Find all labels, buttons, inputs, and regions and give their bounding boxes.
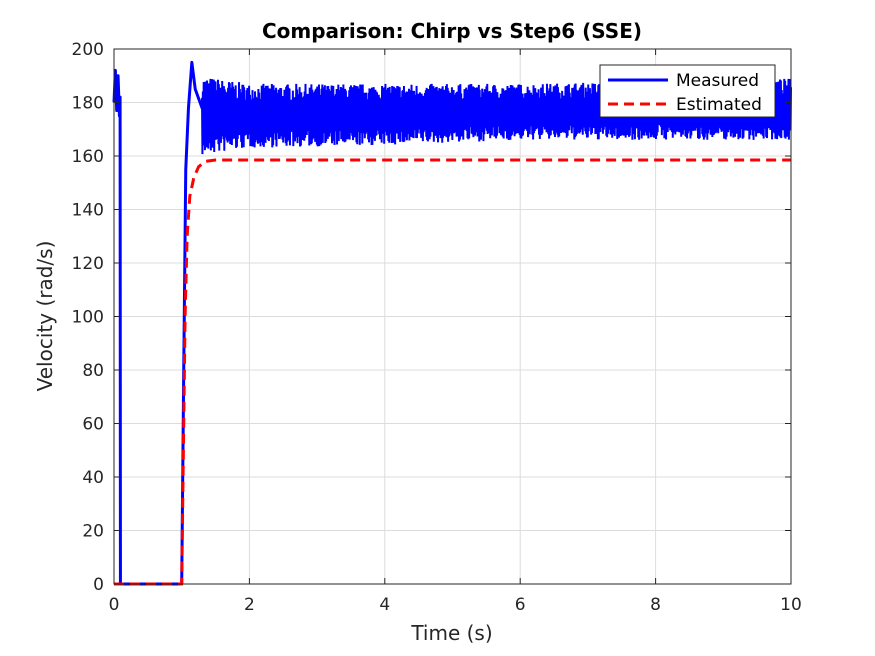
y-tick-label: 140 [72, 201, 104, 221]
y-tick-label: 20 [82, 522, 104, 542]
legend-label-measured: Measured [676, 71, 759, 91]
series-layer [112, 60, 791, 586]
y-tick-label: 120 [72, 254, 104, 274]
legend-label-estimated: Estimated [676, 95, 762, 115]
series-measured-line [112, 60, 791, 586]
x-tick-label: 10 [780, 595, 802, 615]
y-tick-label: 40 [82, 468, 104, 488]
y-tick-label: 160 [72, 147, 104, 167]
y-tick-label: 200 [72, 40, 104, 60]
legend-box [599, 64, 776, 118]
x-tick-label: 8 [650, 595, 661, 615]
y-tick-label: 0 [93, 575, 104, 595]
x-tick-label: 0 [109, 595, 120, 615]
chart-title: Comparison: Chirp vs Step6 (SSE) [262, 19, 642, 43]
y-tick-label: 60 [82, 415, 104, 435]
y-tick-label: 80 [82, 361, 104, 381]
x-tick-label: 6 [515, 595, 526, 615]
legend: Measured Estimated [599, 64, 776, 118]
series-estimated-line [114, 158, 791, 586]
x-tick-label: 4 [379, 595, 390, 615]
y-tick-label: 100 [72, 308, 104, 328]
y-axis-label: Velocity (rad/s) [33, 241, 57, 392]
y-axis-ticks: 0 20 40 60 80 100 120 140 160 180 200 [72, 40, 791, 595]
x-axis-label: Time (s) [410, 621, 492, 645]
x-tick-label: 2 [244, 595, 255, 615]
y-tick-label: 180 [72, 94, 104, 114]
x-axis-ticks: 0 2 4 6 8 10 [109, 49, 802, 615]
